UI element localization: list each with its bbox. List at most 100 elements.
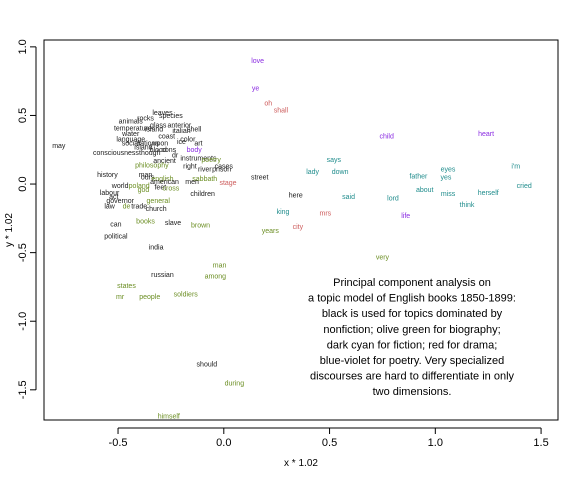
word-point-cons: cons <box>161 147 176 154</box>
caption-line: a topic model of English books 1850-1899… <box>308 293 516 305</box>
x-tick-label: 0.0 <box>216 437 231 449</box>
word-point-men: men <box>185 179 199 186</box>
word-point-down: down <box>332 169 349 176</box>
x-tick-label: -0.5 <box>109 437 128 449</box>
word-point-about: about <box>416 187 434 194</box>
word-point-says: says <box>327 157 342 164</box>
word-point-books: books <box>136 219 155 226</box>
word-point-blood: blood <box>150 147 167 154</box>
word-point-glass: glass <box>150 123 167 130</box>
x-axis: -0.5 0.0 0.5 1.0 1.5 <box>109 427 549 449</box>
caption-line: blue-violet for poetry. Very specialized <box>320 355 504 367</box>
word-point-feet: feet <box>154 184 166 191</box>
word-point-american: american <box>150 179 179 186</box>
word-point-soldiers: soldiers <box>174 291 199 298</box>
y-tick-label: 0.0 <box>17 176 29 191</box>
word-point-nations: nations <box>136 140 159 147</box>
word-point-island: island <box>145 127 163 134</box>
word-point-father: father <box>409 173 428 180</box>
word-point-during: during <box>225 380 245 387</box>
y-tick-label: -1.0 <box>17 312 29 331</box>
word-point-lord: lord <box>387 195 399 202</box>
word-point-very: very <box>376 254 390 261</box>
x-tick-label: 1.0 <box>428 437 443 449</box>
word-point-dr: dr <box>172 153 179 160</box>
word-point-yes: yes <box>440 175 451 182</box>
word-point-anterior: anterior <box>168 123 192 130</box>
word-point-upon: upon <box>153 140 169 147</box>
word-point-language: language <box>116 136 145 143</box>
word-point-herself: herself <box>478 190 499 197</box>
word-point-cross: cross <box>163 186 180 193</box>
word-point-water: water <box>121 131 140 138</box>
word-point-man: man <box>139 172 153 179</box>
word-point-english: english <box>151 176 173 183</box>
word-point-lady: lady <box>306 169 319 176</box>
x-axis-title: x * 1.02 <box>284 458 318 469</box>
word-point-city: city <box>293 224 304 231</box>
word-point-street: street <box>251 175 269 182</box>
word-point-sabbath: sabbath <box>192 176 217 183</box>
word-point-island: island <box>134 145 152 152</box>
word-point-may: may <box>52 143 66 150</box>
x-tick-label: 1.5 <box>533 437 548 449</box>
word-point-rocks: rocks <box>137 116 154 123</box>
word-point-child: child <box>379 134 394 141</box>
word-point-animals: animals <box>119 118 144 125</box>
word-point-prison: prison <box>212 166 231 173</box>
y-tick-label: -1.5 <box>17 380 29 399</box>
word-point-stage: stage <box>219 180 236 187</box>
caption-line: discourses are hard to differentiate in … <box>310 371 515 383</box>
word-point-consciousness: consciousness <box>93 150 139 157</box>
word-point-poland: poland <box>129 183 150 190</box>
word-point-instruments: instruments <box>180 155 217 162</box>
word-point-love: love <box>251 58 264 65</box>
word-point-coast: coast <box>158 134 175 141</box>
word-point-states: states <box>117 283 136 290</box>
word-point-ye: ye <box>252 86 260 93</box>
word-point-mrs: mrs <box>319 210 331 217</box>
caption-line: nonfiction; olive green for biography; <box>323 324 500 336</box>
word-point-here: here <box>289 193 303 200</box>
y-tick-label: 0.5 <box>17 108 29 123</box>
word-point-ancient: ancient <box>153 158 176 165</box>
word-point-body: body <box>187 147 203 154</box>
word-point-philosophy: philosophy <box>135 162 169 169</box>
word-point-italian: italian <box>172 128 190 135</box>
word-point-man: man <box>213 262 227 269</box>
word-point-slave: slave <box>165 220 181 227</box>
word-point-governor: governor <box>106 198 134 205</box>
word-point-act: act <box>109 194 118 201</box>
word-point-himself: himself <box>158 413 180 420</box>
word-point-cases: cases <box>215 164 234 171</box>
word-point-oh: oh <box>264 101 272 108</box>
word-point-world: world <box>111 183 129 190</box>
word-point-history: history <box>97 172 118 179</box>
word-point-right: right <box>183 164 197 171</box>
word-point-general: general <box>147 198 171 205</box>
word-point-ice: ice <box>177 139 186 146</box>
word-point-years: years <box>262 228 280 235</box>
word-point-labour: labour <box>100 190 120 197</box>
word-point-poetry: poetry <box>201 157 221 164</box>
word-point-shall: shall <box>274 107 289 114</box>
y-axis: 1.0 0.5 0.0 -0.5 -1.0 -1.5 <box>17 39 37 399</box>
word-point-species: species <box>159 113 183 120</box>
word-point-think: think <box>460 202 475 209</box>
y-tick-label: -0.5 <box>17 243 29 262</box>
word-point-children: children <box>190 191 215 198</box>
word-point-ours: ours <box>141 175 155 182</box>
word-point-should: should <box>197 361 218 368</box>
word-point-temperature: temperature <box>114 125 152 132</box>
chart-caption: Principal component analysis on a topic m… <box>308 277 516 398</box>
word-point-art: art <box>194 140 202 147</box>
word-point-shell: shell <box>187 127 202 134</box>
word-point-miss: miss <box>441 191 456 198</box>
word-point-heart: heart <box>478 131 494 138</box>
word-point-said: said <box>342 194 355 201</box>
word-point-king: king <box>277 209 290 216</box>
word-point-india: india <box>149 245 164 252</box>
word-point-eyes: eyes <box>441 166 456 173</box>
word-point-can: can <box>110 221 121 228</box>
